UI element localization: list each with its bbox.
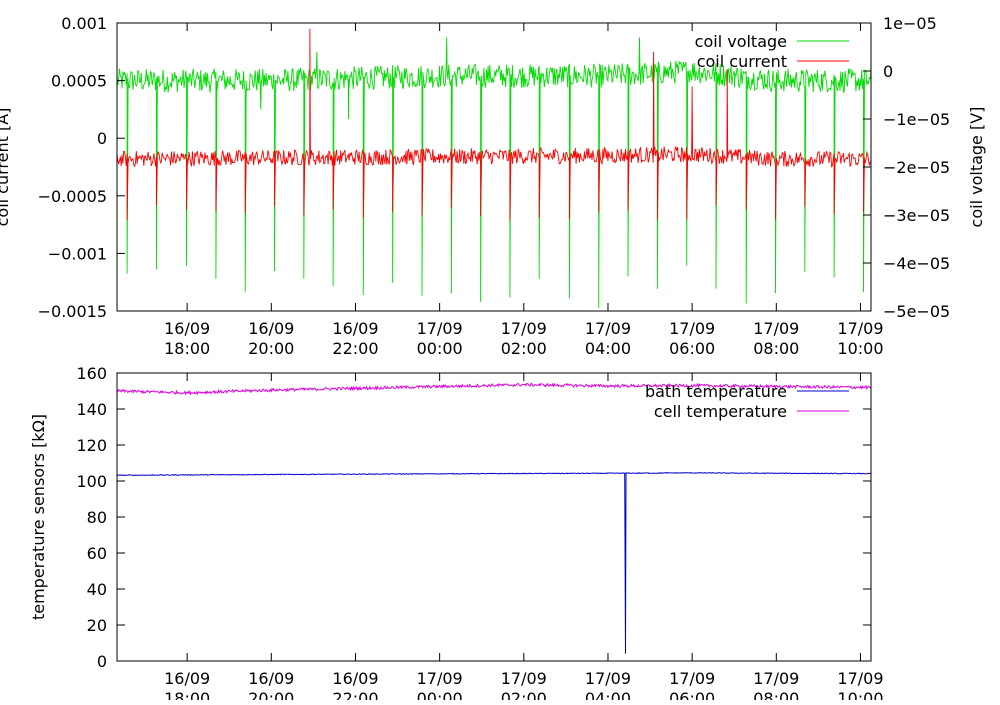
y-tick-label: 80 <box>87 508 107 527</box>
x-tick-date: 17/09 <box>417 319 463 338</box>
plot-area <box>117 28 871 309</box>
legend-label: cell temperature <box>654 402 787 421</box>
y-tick-label: 120 <box>76 436 107 455</box>
x-tick-time: 04:00 <box>585 689 631 700</box>
y-tick-label: 100 <box>76 472 107 491</box>
x-tick-time: 04:00 <box>585 339 631 358</box>
legend-label: coil current <box>697 52 787 71</box>
y-tick-label: −0.0005 <box>38 187 107 206</box>
x-tick-time: 18:00 <box>164 339 210 358</box>
x-tick-date: 16/09 <box>332 319 378 338</box>
x-tick-time: 00:00 <box>417 689 463 700</box>
x-tick-time: 20:00 <box>248 339 294 358</box>
y-tick-label: 0.001 <box>61 14 107 33</box>
y2-tick-label: 1e−05 <box>883 14 937 33</box>
x-tick-time: 18:00 <box>164 689 210 700</box>
x-tick-date: 16/09 <box>248 319 294 338</box>
y-tick-label: 20 <box>87 616 107 635</box>
x-tick-date: 16/09 <box>332 669 378 688</box>
y-tick-label: 0 <box>97 129 107 148</box>
y2-tick-label: 0 <box>883 62 893 81</box>
temperature-chart: 16014012010080604020016/0918:0016/0920:0… <box>29 364 884 705</box>
plot-area <box>117 382 871 654</box>
x-tick-time: 10:00 <box>837 339 883 358</box>
x-tick-date: 17/09 <box>585 319 631 338</box>
y-axis-label: coil current [A] <box>0 108 12 227</box>
y-tick-label: −0.001 <box>48 244 107 263</box>
x-tick-time: 00:00 <box>417 339 463 358</box>
x-tick-date: 16/09 <box>164 669 210 688</box>
x-tick-date: 16/09 <box>164 319 210 338</box>
legend-label: coil voltage <box>695 32 787 51</box>
x-tick-date: 17/09 <box>753 669 799 688</box>
series-line-coil-voltage <box>117 37 871 309</box>
x-tick-time: 08:00 <box>753 339 799 358</box>
series-line-cell-temperature <box>117 382 871 396</box>
x-tick-date: 17/09 <box>417 669 463 688</box>
x-tick-date: 17/09 <box>837 319 883 338</box>
y-tick-label: 160 <box>76 364 107 383</box>
y2-tick-label: −4e−05 <box>883 254 950 273</box>
y2-tick-label: −5e−05 <box>883 302 950 321</box>
series-line-coil-current <box>117 28 871 221</box>
y-axis-label: temperature sensors [kΩ] <box>29 414 48 620</box>
y-tick-label: 140 <box>76 400 107 419</box>
y-tick-label: 0 <box>97 652 107 671</box>
y-tick-label: 60 <box>87 544 107 563</box>
x-tick-time: 22:00 <box>332 689 378 700</box>
legend-label: bath temperature <box>645 382 787 401</box>
x-tick-date: 17/09 <box>501 669 547 688</box>
x-tick-date: 17/09 <box>501 319 547 338</box>
y2-tick-label: −2e−05 <box>883 158 950 177</box>
x-tick-date: 17/09 <box>837 669 883 688</box>
y2-tick-label: −3e−05 <box>883 206 950 225</box>
x-tick-date: 17/09 <box>585 669 631 688</box>
x-tick-time: 06:00 <box>669 339 715 358</box>
x-tick-date: 17/09 <box>753 319 799 338</box>
y-tick-label: −0.0015 <box>38 302 107 321</box>
y-tick-label: 0.0005 <box>51 72 107 91</box>
x-tick-date: 17/09 <box>669 319 715 338</box>
x-tick-time: 02:00 <box>501 339 547 358</box>
y-tick-label: 40 <box>87 580 107 599</box>
x-tick-time: 06:00 <box>669 689 715 700</box>
x-tick-date: 16/09 <box>248 669 294 688</box>
x-tick-time: 22:00 <box>332 339 378 358</box>
y2-tick-label: −1e−05 <box>883 110 950 129</box>
x-tick-time: 10:00 <box>837 689 883 700</box>
coil-chart: 0.001 0.0005 0 −0.0005 −0.001 −0.0015 1e−05 0 −1… <box>0 14 986 358</box>
series-line-bath-temperature <box>117 472 871 654</box>
x-tick-time: 20:00 <box>248 689 294 700</box>
x-tick-time: 02:00 <box>501 689 547 700</box>
y2-axis-label: coil voltage [V] <box>967 107 986 228</box>
x-tick-date: 17/09 <box>669 669 715 688</box>
x-tick-time: 08:00 <box>753 689 799 700</box>
